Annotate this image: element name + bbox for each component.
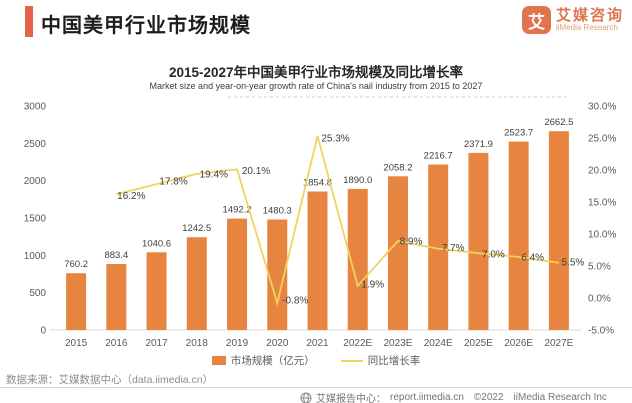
left-axis-tick-2500: 2500	[24, 139, 47, 150]
right-axis-tick-30.0%: 30.0%	[588, 102, 616, 113]
growth-label-2027E: 5.5%	[561, 257, 584, 268]
growth-label-2026E: 6.4%	[521, 253, 544, 264]
growth-label-2019: 20.1%	[242, 166, 270, 177]
left-axis-tick-500: 500	[29, 288, 46, 299]
right-axis-tick-0.0%: 0.0%	[588, 294, 611, 305]
left-axis-tick-3000: 3000	[24, 102, 47, 113]
footer-company: iiMedia Research Inc	[513, 392, 607, 403]
x-tick-2027E: 2027E	[544, 338, 573, 349]
left-axis-tick-2000: 2000	[24, 176, 47, 187]
x-tick-2018: 2018	[186, 338, 209, 349]
x-tick-2022E: 2022E	[343, 338, 372, 349]
bar-label-2021: 1854.8	[303, 178, 332, 189]
x-tick-2019: 2019	[226, 338, 249, 349]
x-tick-2021: 2021	[306, 338, 329, 349]
left-axis-tick-1500: 1500	[24, 214, 47, 225]
bar-label-2025E: 2371.9	[464, 139, 493, 150]
bar-2015	[66, 273, 87, 330]
bar-label-2026E: 2523.7	[504, 128, 533, 139]
growth-label-2025E: 7.0%	[482, 250, 505, 261]
bar-2024E	[428, 164, 449, 330]
chart-canvas: 0 500 1000 1500 2000 2500 3000 -5.0% 0.0% 5.0% 10.…	[24, 96, 616, 349]
growth-label-2024E: 7.7%	[442, 243, 465, 254]
legend-label-market-size: 市场规模（亿元）	[230, 355, 315, 367]
footer-url: report.iimedia.cn	[390, 392, 464, 403]
legend-item-growth-rate: 同比增长率	[340, 353, 421, 368]
legend-item-market-size: 市场规模（亿元）	[211, 353, 315, 368]
x-tick-2024E: 2024E	[424, 338, 453, 349]
bar-2018	[186, 237, 207, 330]
bar-label-2019: 1492.2	[223, 205, 252, 216]
bar-series-swatch	[211, 356, 226, 365]
footer-divider	[0, 387, 632, 388]
right-axis-tick--5.0%: -5.0%	[588, 326, 614, 337]
bar-2019	[227, 218, 248, 330]
growth-label-2017: 17.8%	[159, 177, 187, 188]
growth-line	[116, 135, 560, 307]
bar-label-2018: 1242.5	[182, 223, 211, 234]
right-axis-tick-15.0%: 15.0%	[588, 198, 616, 209]
right-axis-tick-5.0%: 5.0%	[588, 262, 611, 273]
bar-label-2016: 883.4	[104, 250, 128, 261]
right-axis-tick-10.0%: 10.0%	[588, 230, 616, 241]
bar-label-2023E: 2058.2	[383, 162, 412, 173]
bar-2027E	[548, 131, 569, 330]
bar-2025E	[468, 152, 489, 330]
data-source-note: 数据来源：艾媒数据中心（data.iimedia.cn）	[6, 374, 214, 386]
chart-legend: 市场规模（亿元） 同比增长率	[0, 353, 632, 368]
bar-label-2027E: 2662.5	[544, 117, 573, 128]
title-accent-bar	[25, 6, 33, 37]
bar-2026E	[508, 141, 529, 330]
bar-label-2022E: 1890.0	[343, 175, 372, 186]
logo-name-en: iiMedia Research	[555, 22, 618, 32]
x-tick-2023E: 2023E	[384, 338, 413, 349]
growth-label-2022E: 1.9%	[361, 279, 384, 290]
bar-2016	[106, 264, 127, 330]
growth-label-2018: 19.4%	[200, 169, 228, 180]
legend-label-growth-rate: 同比增长率	[367, 355, 421, 367]
footer: 艾媒报告中心： report.iimedia.cn ©2022 iiMedia R…	[300, 390, 632, 403]
left-axis-tick-1000: 1000	[24, 251, 47, 262]
growth-label-2023E: 8.9%	[400, 237, 423, 248]
logo-name-cn: 艾媒咨询	[555, 6, 624, 24]
left-axis-tick-0: 0	[40, 326, 46, 337]
x-tick-2015: 2015	[65, 338, 88, 349]
right-axis-tick-25.0%: 25.0%	[588, 134, 616, 145]
x-tick-2026E: 2026E	[504, 338, 533, 349]
right-axis-tick-20.0%: 20.0%	[588, 166, 616, 177]
bar-label-2015: 760.2	[64, 259, 88, 270]
bar-label-2020: 1480.3	[263, 205, 292, 216]
footer-report-center: 艾媒报告中心：	[316, 394, 386, 403]
bar-2017	[146, 252, 167, 330]
page-title: 中国美甲行业市场规模	[41, 15, 251, 37]
footer-copyright: ©2022	[473, 392, 504, 403]
bar-2021	[307, 191, 328, 330]
globe-icon	[300, 392, 312, 403]
x-tick-2020: 2020	[266, 338, 289, 349]
bar-label-2024E: 2216.7	[424, 150, 453, 161]
x-tick-2025E: 2025E	[464, 338, 493, 349]
bar-2023E	[387, 176, 408, 330]
chart-title: 2015-2027年中国美甲行业市场规模及同比增长率	[168, 65, 464, 80]
iimedia-logo-icon: 艾	[521, 6, 551, 34]
line-series-swatch	[340, 359, 363, 362]
iimedia-logo: 艾 艾媒咨询 iiMedia Research	[521, 6, 624, 34]
growth-label-2020: -0.8%	[282, 296, 308, 307]
x-tick-2016: 2016	[105, 338, 128, 349]
chart-subtitle: Market size and year-on-year growth rate…	[149, 81, 483, 91]
x-tick-2017: 2017	[145, 338, 168, 349]
growth-label-2021: 25.3%	[321, 134, 349, 145]
bar-2022E	[347, 188, 368, 330]
bar-2020	[267, 219, 288, 330]
bar-label-2017: 1040.6	[142, 238, 171, 249]
growth-label-2016: 16.2%	[117, 191, 145, 202]
